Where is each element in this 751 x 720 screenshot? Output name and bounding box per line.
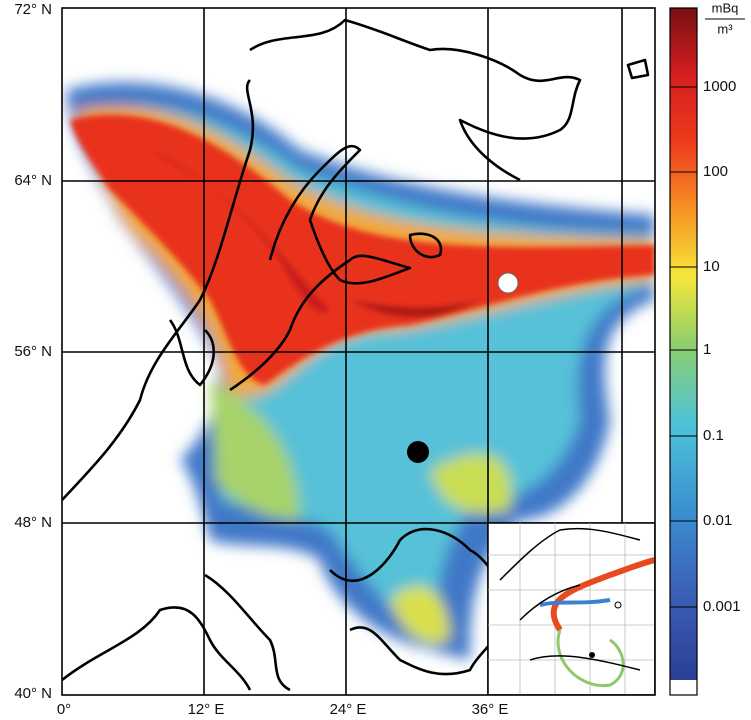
colorbar-empty xyxy=(670,680,697,695)
lon-label: 36° E xyxy=(472,701,509,718)
unit-denominator: m³ xyxy=(717,21,733,36)
coastline xyxy=(249,18,582,182)
colorbar-label: 100 xyxy=(703,163,728,180)
lon-label: 12° E xyxy=(188,701,225,718)
colorbar-label: 10 xyxy=(703,258,720,275)
coastline xyxy=(168,319,215,387)
colorbar-label: 1 xyxy=(703,341,711,358)
coastline xyxy=(626,58,650,80)
inset-map xyxy=(487,522,655,695)
lon-label: 24° E xyxy=(330,701,367,718)
lat-label: 40° N xyxy=(14,685,52,702)
colorbar: mBq m³ 1000 100 10 1 0.1 0.01 0.001 xyxy=(669,0,745,696)
lat-label: 56° N xyxy=(14,343,52,360)
plume-core xyxy=(70,114,655,385)
map-frame xyxy=(61,7,656,696)
colorbar-label: 0.001 xyxy=(703,598,741,615)
coastline xyxy=(204,573,291,692)
coastline xyxy=(62,606,252,691)
colorbar-frame xyxy=(669,7,698,696)
coastline xyxy=(62,79,255,501)
colorbar-ticks: 1000 100 10 1 0.1 0.01 0.001 xyxy=(670,78,741,615)
colorbar-label: 1000 xyxy=(703,78,736,95)
colorbar-label: 0.01 xyxy=(703,512,732,529)
site-marker xyxy=(407,441,429,463)
colorbar-label: 0.1 xyxy=(703,427,724,444)
site-marker xyxy=(497,272,519,294)
lon-label: 0° xyxy=(57,701,71,718)
map xyxy=(62,8,655,695)
lat-label: 64° N xyxy=(14,172,52,189)
coastline xyxy=(229,144,412,392)
graticule xyxy=(62,8,655,695)
coastline xyxy=(408,232,443,259)
lat-label: 72° N xyxy=(14,1,52,18)
colorbar-gradient xyxy=(670,8,697,680)
unit-numerator: mBq xyxy=(712,0,739,15)
lat-label: 48° N xyxy=(14,514,52,531)
